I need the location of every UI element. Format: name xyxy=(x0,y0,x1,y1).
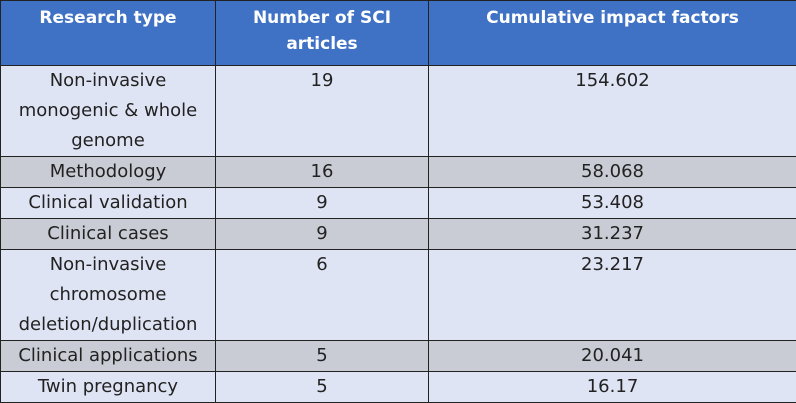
value-cell: 154.602 xyxy=(429,66,796,157)
research-type-cell: Clinical applications xyxy=(1,341,216,372)
research-type-cell: Clinical validation xyxy=(1,188,216,219)
header-cell: Research type xyxy=(1,1,216,66)
research-type-cell: Non-invasive monogenic & whole genome xyxy=(1,66,216,157)
value-cell: 16.17 xyxy=(429,372,796,403)
value-cell: 5 xyxy=(216,372,429,403)
value-cell: 5 xyxy=(216,341,429,372)
value-cell: 53.408 xyxy=(429,188,796,219)
value-cell: 31.237 xyxy=(429,219,796,250)
research-type-cell: Non-invasive chromosome deletion/duplica… xyxy=(1,250,216,341)
value-cell: 20.041 xyxy=(429,341,796,372)
value-cell: 9 xyxy=(216,219,429,250)
value-cell: 58.068 xyxy=(429,157,796,188)
value-cell: 6 xyxy=(216,250,429,341)
research-type-cell: Twin pregnancy xyxy=(1,372,216,403)
header-cell: Number of SCI articles xyxy=(216,1,429,66)
value-cell: 16 xyxy=(216,157,429,188)
value-cell: 9 xyxy=(216,188,429,219)
research-type-cell: Clinical cases xyxy=(1,219,216,250)
research-type-cell: Methodology xyxy=(1,157,216,188)
value-cell: 19 xyxy=(216,66,429,157)
value-cell: 23.217 xyxy=(429,250,796,341)
header-cell: Cumulative impact factors xyxy=(429,1,796,66)
table-row: Non-invasive chromosome deletion/duplica… xyxy=(1,250,796,341)
